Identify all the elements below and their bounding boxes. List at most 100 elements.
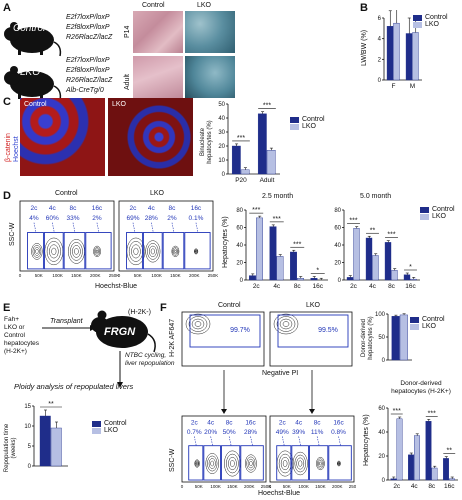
- gate-leader: [151, 222, 154, 233]
- x-tick-label: 8c: [388, 283, 396, 290]
- flow-contour: [224, 450, 241, 477]
- gate-pct: 99.5%: [318, 327, 338, 334]
- flow-contour: [74, 248, 79, 255]
- control-genotype: E2f7loxP/loxP E2f8loxP/loxP R26RlacZ/lac…: [66, 14, 113, 41]
- flow-tick-label: 150K: [227, 484, 238, 489]
- flow-contour: [70, 242, 83, 261]
- panel-b-label: B: [360, 2, 368, 14]
- lko-mouse-icon: [4, 66, 62, 101]
- flow-contour: [93, 245, 101, 258]
- chart-d2: 0 20 40 60 80 2c *** 4c ** 8c *** 16c *: [334, 208, 420, 290]
- significance-label: ***: [273, 216, 281, 223]
- y-tick-label: 0: [240, 278, 244, 284]
- y-tick-label: 40: [334, 243, 341, 249]
- significance-label: ***: [387, 232, 395, 239]
- bar-control: [425, 421, 432, 481]
- flow-contour: [319, 461, 322, 466]
- control-mouse-name: Control: [13, 23, 46, 34]
- flow-contour: [133, 247, 139, 256]
- recipient-mouse-icon: [91, 310, 156, 353]
- bar-control: [257, 113, 267, 175]
- x-tick-label: 2c: [350, 283, 358, 290]
- bar-lko: [256, 217, 263, 281]
- flow-contour: [194, 249, 198, 254]
- y-tick-label: 50: [218, 102, 225, 108]
- flow-contour: [338, 462, 340, 465]
- flow-contour: [188, 316, 208, 332]
- transplant-diagram: [42, 310, 156, 388]
- y-tick-label: 80: [236, 208, 243, 214]
- y-tick-label: 100: [375, 312, 386, 318]
- flow-contour: [95, 249, 99, 253]
- y-tick-label: 80: [334, 208, 341, 214]
- recipient-label: (H-2K-): [128, 309, 151, 316]
- bar-lko: [414, 435, 420, 481]
- flow-contour: [282, 321, 290, 327]
- flow-tick-label: 0: [118, 273, 121, 278]
- gate-leader: [132, 222, 136, 233]
- bar-control: [365, 237, 373, 281]
- flow-contour: [51, 247, 57, 256]
- gate-pct: 28%: [244, 429, 257, 436]
- bar-f2-ylabel: Hepatocytes (%): [363, 414, 370, 466]
- gate-pct: 0.8%: [331, 429, 346, 436]
- gate-2c: [126, 232, 143, 270]
- flow-contour: [46, 241, 61, 262]
- flow-contour: [171, 245, 180, 258]
- panel-d-legend: Control LKO: [420, 206, 455, 220]
- gate-leader: [72, 222, 76, 233]
- flow-contour: [296, 457, 305, 470]
- bar-d1-title: 2.5 month: [262, 193, 294, 200]
- flow-contour: [145, 240, 161, 263]
- panel-c-label: C: [3, 96, 11, 108]
- gate-leader: [171, 222, 175, 233]
- gate-name: 16c: [333, 420, 344, 427]
- flow-tick-label: 100K: [210, 484, 221, 489]
- bar-lko: [266, 150, 276, 175]
- flow-d: 2c 4% 4c 60% 8c 33% 16c 2% 0 50K 100K 150K 200K 250K 2…: [19, 200, 218, 278]
- bar-lko: [240, 169, 250, 175]
- flow-contour: [207, 455, 218, 472]
- xgal-lko-p14-image: [185, 11, 235, 53]
- y-tick-label: 50: [378, 335, 385, 341]
- gate-leader: [250, 436, 253, 446]
- flow-contour: [174, 249, 177, 253]
- flow-contour: [32, 245, 42, 258]
- flow-frame: [269, 311, 353, 367]
- panel-e-label: E: [3, 302, 11, 314]
- gate-name: 4c: [207, 420, 215, 427]
- flow-contour: [294, 454, 306, 473]
- flow-tick-label: 150K: [71, 273, 82, 278]
- panel-c-legend: Control LKO: [290, 116, 325, 130]
- flow-contour: [205, 453, 219, 474]
- gate-pct: 20%: [204, 429, 217, 436]
- bar-lko: [396, 418, 403, 481]
- gate-pct: 2%: [92, 215, 102, 222]
- flow-f-top-xlabel: Negative PI: [262, 370, 299, 377]
- bar-lko: [276, 256, 284, 281]
- flow-tick-label: 50K: [134, 273, 142, 278]
- flow-d-lko-title: LKO: [150, 190, 165, 197]
- flow-contour: [147, 243, 159, 260]
- flow-f-control-title: Control: [218, 302, 241, 309]
- significance-label: ***: [263, 103, 271, 110]
- gate-leader: [338, 436, 341, 446]
- x-tick-label: 4c: [273, 283, 281, 290]
- flow-contour: [172, 247, 179, 256]
- bar-control: [386, 26, 394, 81]
- flow-contour: [210, 460, 215, 467]
- img-row-p14: P14: [124, 25, 131, 38]
- significance-label: **: [370, 227, 376, 234]
- flow-frame: [118, 200, 214, 272]
- transplant-label: Transplant: [50, 318, 83, 325]
- gate-leader: [96, 222, 100, 233]
- gate-pct: 4%: [29, 215, 39, 222]
- flow-contour: [195, 461, 199, 466]
- bar-control: [443, 458, 449, 481]
- gate-name: 2c: [130, 205, 138, 212]
- panel-e-legend: Control LKO: [92, 420, 127, 434]
- flow-f-top: 99.7% 99.5%: [181, 311, 353, 367]
- gate-leader: [52, 222, 55, 233]
- gate-name: 4c: [148, 205, 156, 212]
- x-tick-label: 2c: [253, 283, 261, 290]
